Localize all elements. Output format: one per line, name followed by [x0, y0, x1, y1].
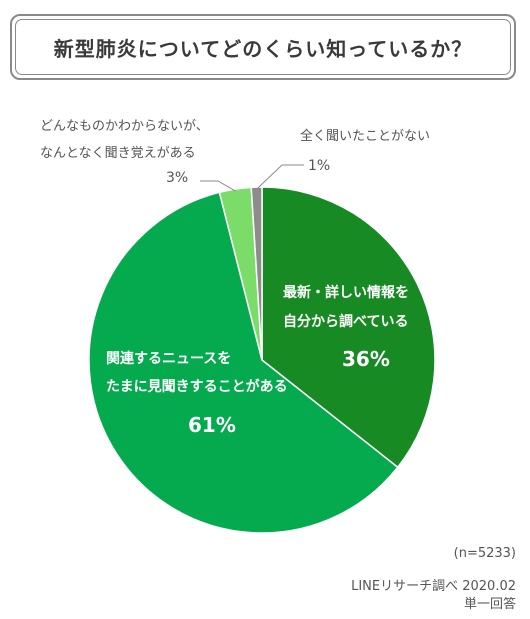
- pie-slice-3: [250, 186, 263, 361]
- slice-3-leader-line: [256, 164, 304, 190]
- pie-slice-1: [88, 191, 399, 534]
- slice-1-label-line-2: たまに見聞きすることがある: [106, 378, 288, 395]
- title-frame-inner: 新型肺炎についてどのくらい知っているか？: [15, 19, 511, 75]
- leader-lines: [200, 164, 304, 192]
- slice-2-leader-line: [200, 180, 236, 192]
- pie-slices: [88, 186, 436, 534]
- slice-0-value: 36%: [342, 347, 390, 371]
- slice-3-label-line-1: 全く聞いたことがない: [300, 128, 430, 144]
- slice-2-value: 3%: [166, 170, 188, 186]
- slice-0-label-line-2: 自分から調べている: [283, 313, 408, 330]
- slice-2-label-line-2: なんとなく聞き覚えがある: [40, 146, 196, 161]
- slice-2-label-line-1: どんなものかわからないが、: [40, 119, 209, 134]
- slice-1-value: 61%: [188, 413, 236, 437]
- source-note: LINEリサーチ調べ 2020.02: [351, 579, 516, 594]
- title-frame: 新型肺炎についてどのくらい知っているか？: [10, 14, 516, 80]
- pie-slice-0: [261, 186, 436, 469]
- chart-title: 新型肺炎についてどのくらい知っているか？: [53, 36, 473, 61]
- sample-size: (n=5233): [453, 546, 516, 561]
- slice-3-value: 1%: [308, 158, 330, 174]
- answer-type: 単一回答: [463, 597, 516, 612]
- slice-1-label-line-1: 関連するニュースを: [106, 350, 231, 367]
- slice-0-label-line-1: 最新・詳しい情報を: [283, 284, 409, 301]
